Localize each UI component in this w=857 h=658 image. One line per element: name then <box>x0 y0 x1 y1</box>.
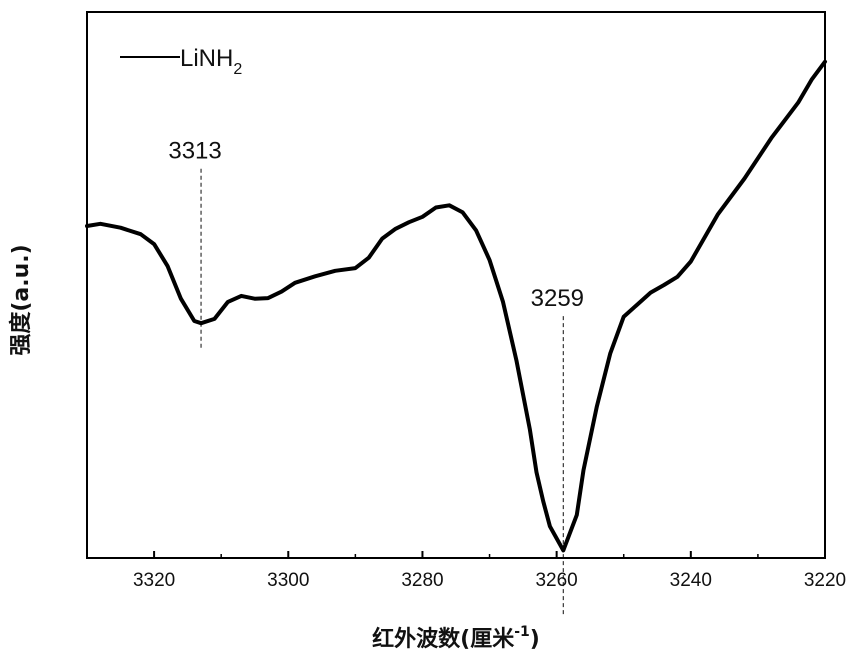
x-axis-title-close: ) <box>530 627 540 652</box>
legend-label: LiNH2 <box>180 45 242 78</box>
x-tick-label-3280: 3280 <box>401 570 443 591</box>
legend-label-base: LiNH <box>180 45 233 72</box>
x-axis-title: 红外波数(厘米-1) <box>372 624 540 652</box>
series-line-linh2 <box>87 62 825 551</box>
annotation-label-3259: 3259 <box>531 285 584 312</box>
x-tick-label-3220: 3220 <box>804 570 846 591</box>
legend-label-sub: 2 <box>233 61 242 78</box>
y-axis-title: 强度(a.u.) <box>8 244 34 355</box>
x-tick-label-3240: 3240 <box>670 570 712 591</box>
annotation-label-3313: 3313 <box>168 138 221 165</box>
x-axis-title-sup: -1 <box>514 624 530 640</box>
x-tick-label-3300: 3300 <box>267 570 309 591</box>
x-axis-title-main: 红外波数(厘米 <box>372 626 515 652</box>
legend: LiNH2 <box>120 45 242 78</box>
annotations-layer: 3313 3259 <box>168 138 584 616</box>
x-tick-label-3260: 3260 <box>535 570 577 591</box>
x-tick-label-3320: 3320 <box>133 570 175 591</box>
plot-frame <box>87 12 825 558</box>
